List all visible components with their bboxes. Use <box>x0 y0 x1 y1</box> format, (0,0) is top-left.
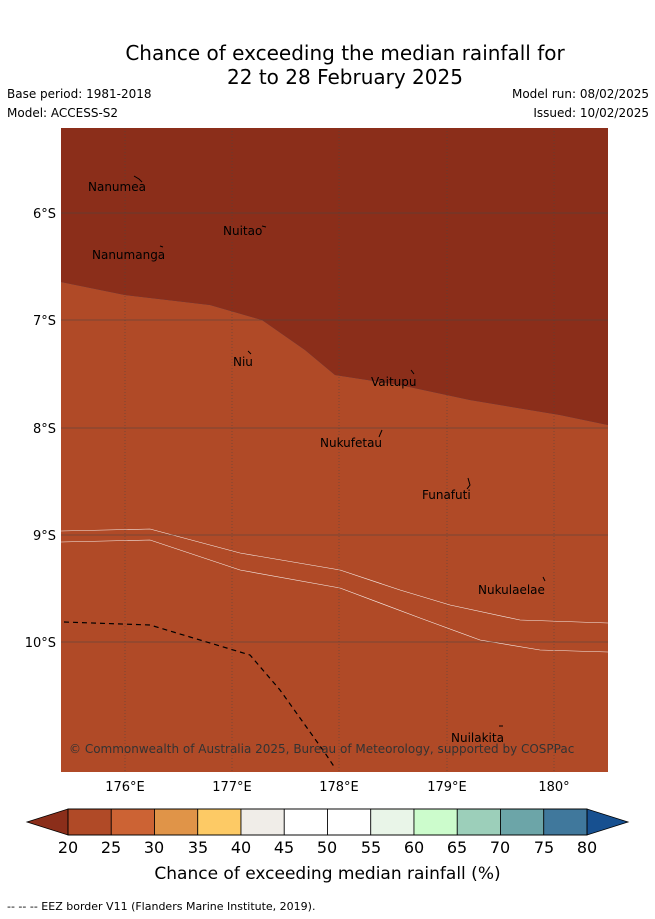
chart-title: Chance of exceeding the median rainfall … <box>0 41 655 89</box>
island-labels: Nanumea Nuitao Nanumanga Niu Vaitupu Nuk… <box>88 180 545 745</box>
colorbar-tick: 70 <box>490 838 510 857</box>
colorbar-tick: 35 <box>188 838 208 857</box>
lon-label: 177°E <box>212 780 252 795</box>
colorbar-cell <box>456 808 501 836</box>
colorbar-tick: 40 <box>231 838 251 857</box>
title-line-1: Chance of exceeding the median rainfall … <box>125 41 565 65</box>
longitude-labels: 176°E 177°E 178°E 179°E 180° <box>105 780 569 795</box>
eez-border <box>63 621 336 769</box>
colorbar-cell <box>500 808 545 836</box>
model-run: Model run: 08/02/2025 <box>511 87 649 101</box>
colorbar-tick: 30 <box>144 838 164 857</box>
base-period: Base period: 1981-2018 <box>7 87 152 101</box>
lon-label: 176°E <box>105 780 145 795</box>
copyright-text: © Commonwealth of Australia 2025, Bureau… <box>69 742 574 756</box>
colorbar-cell <box>413 808 458 836</box>
colorbar-tick: 55 <box>361 838 381 857</box>
lat-label: 7°S <box>33 314 56 329</box>
issued-date: Issued: 10/02/2025 <box>533 106 649 120</box>
lat-label: 8°S <box>33 422 56 437</box>
colorbar-min-arrow <box>25 808 69 836</box>
island-label-nuitao: Nuitao <box>223 224 262 238</box>
colorbar-tick: 20 <box>58 838 78 857</box>
colorbar <box>25 808 630 836</box>
colorbar-max-arrow <box>586 808 630 836</box>
colorbar-tick: 25 <box>101 838 121 857</box>
colorbar-tick: 80 <box>577 838 597 857</box>
lat-label: 10°S <box>25 636 56 651</box>
island-label-nukufetau: Nukufetau <box>320 436 382 450</box>
colorbar-cell <box>110 808 155 836</box>
eez-footnote: -- -- -- EEZ border V11 (Flanders Marine… <box>7 900 316 913</box>
colorbar-cell <box>370 808 415 836</box>
island-label-nukulaelae: Nukulaelae <box>478 583 545 597</box>
island-label-nanumea: Nanumea <box>88 180 146 194</box>
model-name: Model: ACCESS-S2 <box>7 106 119 120</box>
island-label-funafuti: Funafuti <box>422 488 471 502</box>
lat-label: 9°S <box>33 529 56 544</box>
graticule <box>61 128 608 772</box>
colorbar-ticks: 20 25 30 35 40 45 50 55 60 65 70 75 80 <box>58 838 597 857</box>
latitude-labels: 6°S 7°S 8°S 9°S 10°S <box>25 207 56 651</box>
colorbar-cell <box>67 808 112 836</box>
island-label-niu: Niu <box>233 355 253 369</box>
colorbar-tick: 50 <box>317 838 337 857</box>
colorbar-tick: 45 <box>274 838 294 857</box>
colorbar-label: Chance of exceeding median rainfall (%) <box>154 864 501 884</box>
lon-label: 179°E <box>427 780 467 795</box>
island-label-nanumanga: Nanumanga <box>92 248 165 262</box>
colorbar-cell <box>327 808 372 836</box>
colorbar-tick: 75 <box>534 838 554 857</box>
colorbar-cell <box>283 808 328 836</box>
colorbar-tick: 65 <box>447 838 467 857</box>
colorbar-tick: 60 <box>404 838 424 857</box>
island-label-nuilakita: Nuilakita <box>451 731 504 745</box>
island-label-vaitupu: Vaitupu <box>371 375 417 389</box>
probability-fill <box>61 128 608 772</box>
colorbar-cell <box>240 808 285 836</box>
lon-label: 180° <box>538 780 569 795</box>
title-line-2: 22 to 28 February 2025 <box>227 65 463 89</box>
lat-label: 6°S <box>33 207 56 222</box>
colorbar-cell <box>154 808 199 836</box>
island-shapes <box>133 175 546 727</box>
colorbar-cell <box>197 808 242 836</box>
colorbar-cell <box>543 808 588 836</box>
lon-label: 178°E <box>319 780 359 795</box>
